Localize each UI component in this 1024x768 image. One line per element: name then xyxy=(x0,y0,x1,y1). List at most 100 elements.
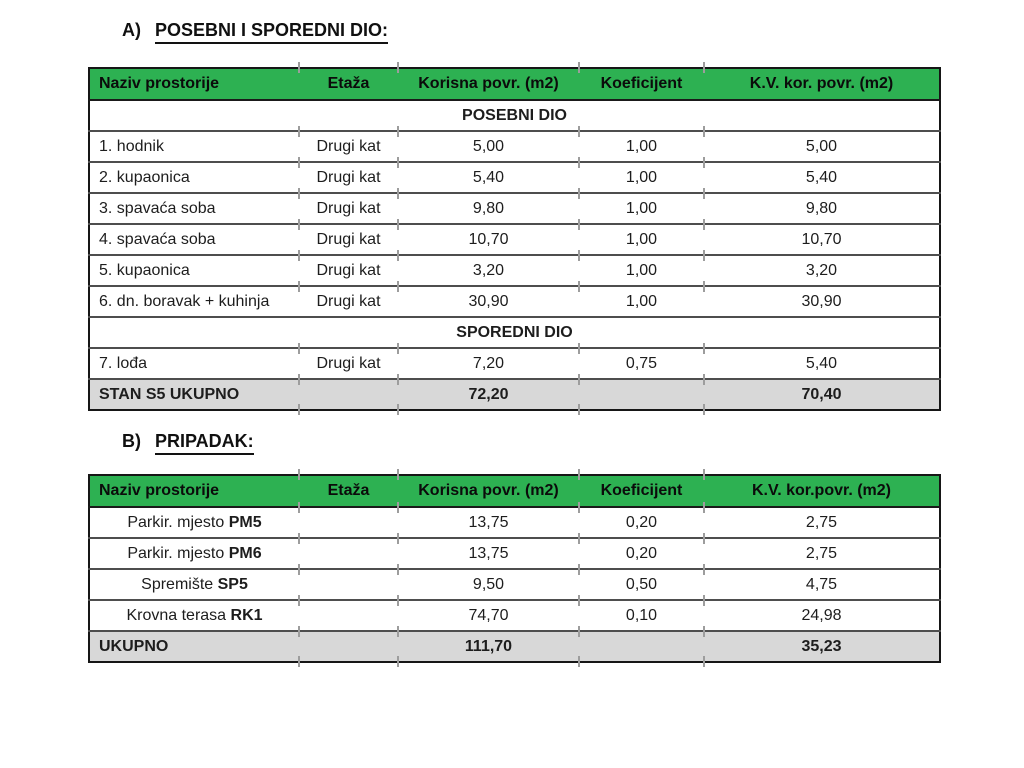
section-row: POSEBNI DIO xyxy=(89,99,940,131)
kv-kor-povr-cell: 70,40 xyxy=(703,375,940,416)
room-name-cell: 6. dn. boravak + kuhinja xyxy=(89,285,299,317)
koeficijent-cell: 1,00 xyxy=(578,127,704,162)
table-row: Parkir. mjesto PM5 13,75 0,20 2,75 xyxy=(89,503,940,538)
korisna-povr-cell: 30,90 xyxy=(397,282,579,317)
korisna-povr-cell: 3,20 xyxy=(397,251,579,286)
korisna-povr-cell: 9,50 xyxy=(397,565,579,600)
koeficijent-cell: 1,00 xyxy=(578,189,704,224)
room-name-cell: STAN S5 UKUPNO xyxy=(89,378,299,410)
etaza-cell: Drugi kat xyxy=(298,158,398,193)
koeficijent-cell: 0,10 xyxy=(578,596,704,631)
section-b-heading: B) PRIPADAK: xyxy=(122,431,254,455)
table-row: Parkir. mjesto PM6 13,75 0,20 2,75 xyxy=(89,534,940,569)
koeficijent-cell: 1,00 xyxy=(578,158,704,193)
etaza-cell xyxy=(298,596,398,631)
section-a-title: POSEBNI I SPOREDNI DIO: xyxy=(155,20,389,44)
kv-kor-povr-cell: 9,80 xyxy=(703,189,940,224)
kv-kor-povr-cell: 35,23 xyxy=(703,627,940,668)
column-header: Korisna povr. (m2) xyxy=(397,468,579,508)
etaza-cell: Drugi kat xyxy=(298,344,398,379)
table-row: 1. hodnik Drugi kat 5,00 1,00 5,00 xyxy=(89,127,940,162)
room-name-cell: 5. kupaonica xyxy=(89,254,299,286)
etaza-cell xyxy=(298,534,398,569)
kv-kor-povr-cell: 5,40 xyxy=(703,158,940,193)
section-label: POSEBNI DIO xyxy=(89,99,940,131)
koeficijent-cell: 0,50 xyxy=(578,565,704,600)
kv-kor-povr-cell: 2,75 xyxy=(703,534,940,569)
column-header: Etaža xyxy=(298,468,398,508)
section-row: SPOREDNI DIO xyxy=(89,316,940,348)
etaza-cell xyxy=(298,375,398,416)
kv-kor-povr-cell: 3,20 xyxy=(703,251,940,286)
koeficijent-cell: 0,75 xyxy=(578,344,704,379)
kv-kor-povr-cell: 24,98 xyxy=(703,596,940,631)
pripadak-table: Naziv prostorije Etaža Korisna povr. (m2) K… xyxy=(88,468,941,668)
room-name-cell: UKUPNO xyxy=(89,630,299,662)
table-row: 7. lođa Drugi kat 7,20 0,75 5,40 xyxy=(89,344,940,379)
room-name-cell: Parkir. mjesto PM5 xyxy=(89,506,299,538)
section-b-label: B) xyxy=(122,431,141,451)
column-header: Korisna povr. (m2) xyxy=(397,61,579,101)
room-name-cell: 1. hodnik xyxy=(89,130,299,162)
koeficijent-cell xyxy=(578,375,704,416)
room-name-cell: Parkir. mjesto PM6 xyxy=(89,537,299,569)
room-code: PM6 xyxy=(228,544,262,562)
korisna-povr-cell: 72,20 xyxy=(397,375,579,416)
etaza-cell xyxy=(298,503,398,538)
column-header: K.V. kor.povr. (m2) xyxy=(703,468,940,508)
korisna-povr-cell: 13,75 xyxy=(397,503,579,538)
korisna-povr-cell: 9,80 xyxy=(397,189,579,224)
etaza-cell: Drugi kat xyxy=(298,251,398,286)
etaza-cell: Drugi kat xyxy=(298,127,398,162)
korisna-povr-cell: 10,70 xyxy=(397,220,579,255)
column-header: Etaža xyxy=(298,61,398,101)
table-row: 2. kupaonica Drugi kat 5,40 1,00 5,40 xyxy=(89,158,940,193)
section-a-heading: A) POSEBNI I SPOREDNI DIO: xyxy=(122,20,389,44)
kv-kor-povr-cell: 30,90 xyxy=(703,282,940,317)
table-row: 3. spavaća soba Drugi kat 9,80 1,00 9,80 xyxy=(89,189,940,224)
column-header: Koeficijent xyxy=(578,61,704,101)
room-code: SP5 xyxy=(217,575,248,593)
koeficijent-cell: 1,00 xyxy=(578,282,704,317)
korisna-povr-cell: 7,20 xyxy=(397,344,579,379)
korisna-povr-cell: 111,70 xyxy=(397,627,579,668)
total-row: STAN S5 UKUPNO 72,20 70,40 xyxy=(89,375,940,416)
section-a-label: A) xyxy=(122,20,141,40)
room-code: PM5 xyxy=(228,513,262,531)
korisna-povr-cell: 5,40 xyxy=(397,158,579,193)
room-name-cell: 7. lođa xyxy=(89,347,299,379)
table-row: 4. spavaća soba Drugi kat 10,70 1,00 10,70 xyxy=(89,220,940,255)
koeficijent-cell: 0,20 xyxy=(578,534,704,569)
room-name-cell: Krovna terasa RK1 xyxy=(89,599,299,631)
koeficijent-cell: 0,20 xyxy=(578,503,704,538)
korisna-povr-cell: 5,00 xyxy=(397,127,579,162)
room-name-cell: Spremište SP5 xyxy=(89,568,299,600)
room-code: RK1 xyxy=(230,606,263,624)
korisna-povr-cell: 74,70 xyxy=(397,596,579,631)
korisna-povr-cell: 13,75 xyxy=(397,534,579,569)
koeficijent-cell xyxy=(578,627,704,668)
etaza-cell xyxy=(298,565,398,600)
etaza-cell: Drugi kat xyxy=(298,189,398,224)
header-row: Naziv prostorije Etaža Korisna povr. (m2) K… xyxy=(89,61,940,101)
room-name-cell: 2. kupaonica xyxy=(89,161,299,193)
kv-kor-povr-cell: 10,70 xyxy=(703,220,940,255)
room-name-cell: 3. spavaća soba xyxy=(89,192,299,224)
kv-kor-povr-cell: 5,40 xyxy=(703,344,940,379)
kv-kor-povr-cell: 2,75 xyxy=(703,503,940,538)
room-name-cell: 4. spavaća soba xyxy=(89,223,299,255)
column-header: Naziv prostorije xyxy=(89,68,299,101)
column-header: Koeficijent xyxy=(578,468,704,508)
etaza-cell: Drugi kat xyxy=(298,282,398,317)
kv-kor-povr-cell: 5,00 xyxy=(703,127,940,162)
table-row: Spremište SP5 9,50 0,50 4,75 xyxy=(89,565,940,600)
section-label: SPOREDNI DIO xyxy=(89,316,940,348)
total-row: UKUPNO 111,70 35,23 xyxy=(89,627,940,668)
koeficijent-cell: 1,00 xyxy=(578,251,704,286)
etaza-cell xyxy=(298,627,398,668)
koeficijent-cell: 1,00 xyxy=(578,220,704,255)
section-b-title: PRIPADAK: xyxy=(155,431,254,455)
column-header: Naziv prostorije xyxy=(89,475,299,508)
posebni-sporedni-dio-table: Naziv prostorije Etaža Korisna povr. (m2) K… xyxy=(88,61,941,416)
